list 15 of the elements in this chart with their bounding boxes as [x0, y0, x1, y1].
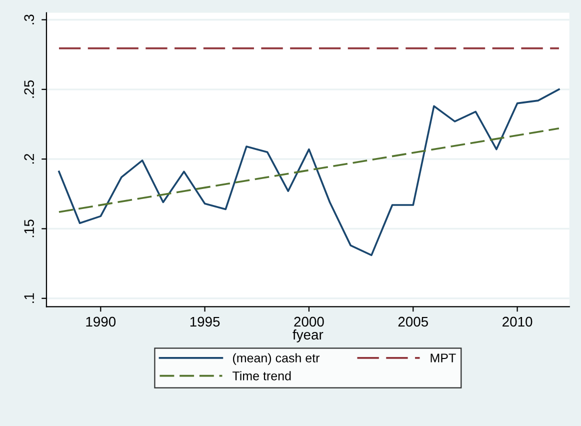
y-tick-label: .1 — [24, 293, 34, 303]
x-tick-label: 2005 — [398, 316, 428, 327]
x-axis-title: fyear — [292, 329, 324, 342]
y-tick-label: .15 — [24, 220, 34, 238]
x-tick-label: 1990 — [86, 316, 116, 327]
y-tick-label: .25 — [24, 80, 34, 98]
line-series — [58, 88, 560, 256]
x-tick-label: 2000 — [294, 316, 324, 327]
legend-label: Time trend — [232, 371, 291, 380]
x-tick-label: 1995 — [190, 316, 220, 327]
y-tick-label: .3 — [24, 14, 34, 24]
legend-label: (mean) cash etr — [233, 353, 320, 365]
y-tick-label: .2 — [24, 154, 34, 164]
legend-label: MPT — [430, 354, 456, 362]
x-tick-label: 2010 — [502, 316, 532, 327]
